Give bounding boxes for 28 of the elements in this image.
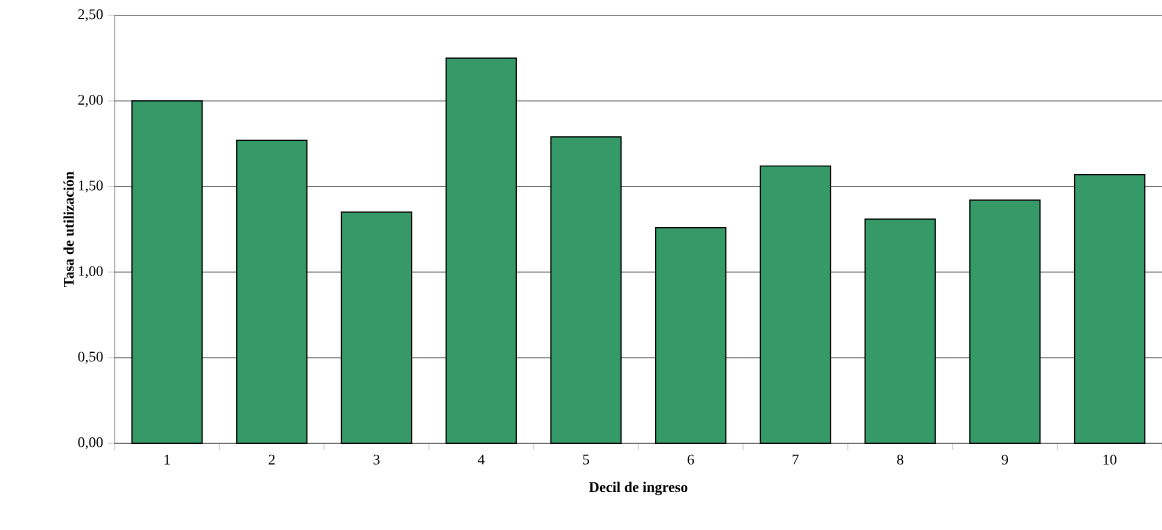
y-tick-label: 1,00 <box>78 266 103 279</box>
x-tick-label: 8 <box>897 454 904 465</box>
bar <box>759 165 832 444</box>
y-tick-label: 0,00 <box>78 437 103 450</box>
bar <box>340 211 413 444</box>
y-axis-title: Tasa de utilización <box>63 171 74 288</box>
x-tick-label: 7 <box>792 454 799 465</box>
x-tick-label: 5 <box>583 454 590 465</box>
y-tick-label: 2,00 <box>78 94 103 107</box>
x-tick-label: 10 <box>1103 454 1117 465</box>
x-tick-label: 6 <box>687 454 694 465</box>
y-tick-label: 1,50 <box>78 180 103 193</box>
x-tick-label: 2 <box>268 454 275 465</box>
x-tick-label: 4 <box>477 454 485 465</box>
bar <box>1073 173 1146 444</box>
y-tick-label: 0,50 <box>78 351 103 364</box>
x-tick-label: 1 <box>164 454 170 465</box>
x-tick-label: 9 <box>1001 454 1008 465</box>
x-tick-label: 3 <box>373 454 380 465</box>
bar <box>236 139 308 444</box>
bar <box>131 100 203 444</box>
x-axis-title: Decil de ingreso <box>589 481 688 496</box>
bar <box>655 227 727 444</box>
bar <box>864 218 936 444</box>
bar <box>445 57 517 444</box>
bar <box>969 199 1041 444</box>
bar <box>550 136 622 444</box>
y-tick-label: 2,50 <box>78 9 103 22</box>
